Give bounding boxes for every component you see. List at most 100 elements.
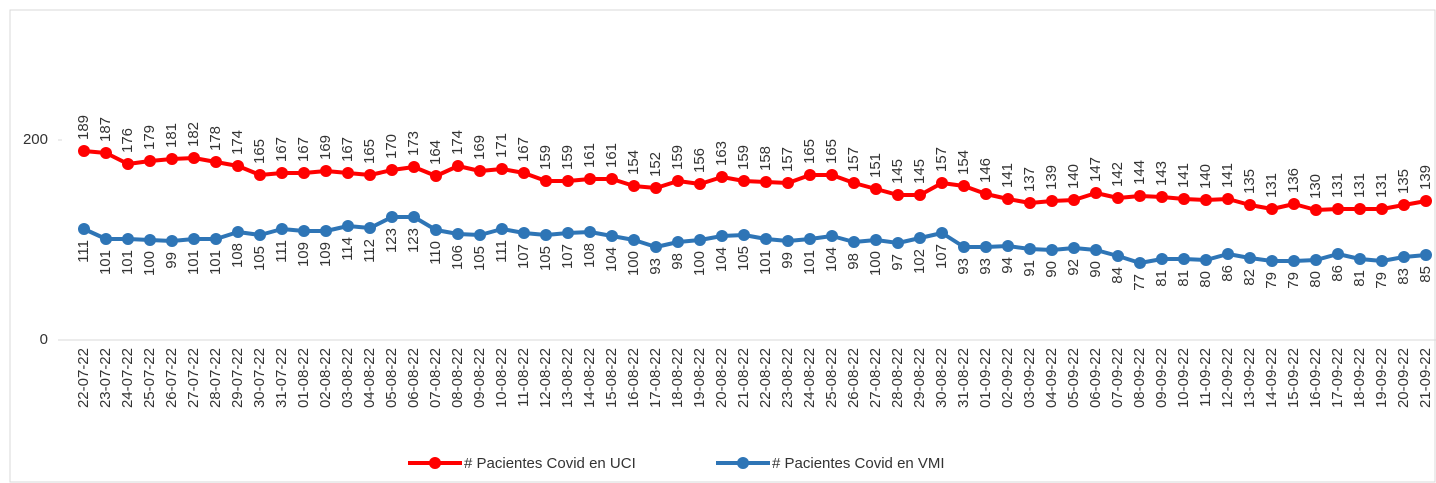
point (716, 171, 728, 183)
point (1090, 187, 1102, 199)
x-tick-label: 03-08-22 (339, 348, 356, 408)
point (1156, 253, 1168, 265)
x-tick-label: 04-09-22 (1043, 348, 1060, 408)
x-tick-label: 13-09-22 (1241, 348, 1258, 408)
point (1420, 195, 1432, 207)
x-tick-label: 31-07-22 (273, 348, 290, 408)
data-label: 159 (669, 145, 686, 170)
chart-frame (9, 9, 1436, 483)
data-label: 187 (97, 117, 114, 142)
point (188, 233, 200, 245)
data-label: 135 (1395, 169, 1412, 194)
x-tick-label: 26-07-22 (163, 348, 180, 408)
x-tick-label: 31-08-22 (955, 348, 972, 408)
x-tick-label: 03-09-22 (1021, 348, 1038, 408)
point (364, 222, 376, 234)
point (1112, 192, 1124, 204)
y-tick-label: 200 (23, 131, 48, 148)
point (694, 178, 706, 190)
point (1090, 244, 1102, 256)
x-tick-label: 08-09-22 (1131, 348, 1148, 408)
data-label: 137 (1021, 167, 1038, 192)
point (1288, 198, 1300, 210)
point (540, 229, 552, 241)
x-tick-label: 20-08-22 (713, 348, 730, 408)
data-label: 143 (1153, 161, 1170, 186)
point (276, 167, 288, 179)
data-label: 130 (1307, 174, 1324, 199)
data-label: 93 (955, 258, 972, 275)
data-label: 104 (823, 247, 840, 272)
point (474, 165, 486, 177)
data-label: 111 (273, 240, 290, 263)
data-label: 112 (361, 239, 378, 263)
data-label: 108 (581, 243, 598, 268)
data-label: 84 (1109, 267, 1126, 284)
point (342, 167, 354, 179)
x-tick-label: 12-09-22 (1219, 348, 1236, 408)
x-tick-label: 22-08-22 (757, 348, 774, 408)
point (584, 173, 596, 185)
legend-label: # Pacientes Covid en VMI (772, 455, 945, 472)
x-tick-label: 18-09-22 (1351, 348, 1368, 408)
x-tick-label: 07-09-22 (1109, 348, 1126, 408)
point (1398, 251, 1410, 263)
point (408, 211, 420, 223)
point (540, 175, 552, 187)
point (1068, 242, 1080, 254)
data-label: 86 (1219, 265, 1236, 282)
data-label: 107 (515, 244, 532, 269)
point (276, 223, 288, 235)
x-tick-label: 29-08-22 (911, 348, 928, 408)
data-label: 181 (163, 123, 180, 148)
x-tick-label: 15-08-22 (603, 348, 620, 408)
point (958, 241, 970, 253)
x-tick-label: 11-09-22 (1197, 348, 1214, 407)
point (980, 188, 992, 200)
x-tick-label: 15-09-22 (1285, 348, 1302, 408)
x-tick-label: 02-09-22 (999, 348, 1016, 408)
x-tick-label: 27-08-22 (867, 348, 884, 408)
data-label: 167 (295, 137, 312, 162)
point (782, 177, 794, 189)
point (1222, 248, 1234, 260)
point (760, 176, 772, 188)
point (78, 223, 90, 235)
point (914, 189, 926, 201)
point (1376, 203, 1388, 215)
point (78, 145, 90, 157)
point (1354, 203, 1366, 215)
x-tick-label: 25-08-22 (823, 348, 840, 408)
x-tick-label: 21-08-22 (735, 348, 752, 408)
data-label: 167 (273, 137, 290, 162)
x-tick-label: 26-08-22 (845, 348, 862, 408)
data-label: 139 (1043, 165, 1060, 190)
data-label: 165 (361, 139, 378, 164)
data-label: 100 (691, 251, 708, 276)
data-label: 79 (1285, 272, 1302, 289)
point (210, 233, 222, 245)
x-tick-label: 17-09-22 (1329, 348, 1346, 408)
data-label: 86 (1329, 265, 1346, 282)
point (738, 229, 750, 241)
data-label: 167 (339, 137, 356, 162)
data-label: 101 (801, 250, 818, 275)
x-tick-label: 19-08-22 (691, 348, 708, 408)
data-label: 156 (691, 148, 708, 173)
point (870, 234, 882, 246)
point (1376, 255, 1388, 267)
data-label: 97 (889, 254, 906, 271)
point (1046, 195, 1058, 207)
point (1222, 193, 1234, 205)
point (408, 161, 420, 173)
data-label: 107 (559, 244, 576, 269)
x-tick-label: 23-08-22 (779, 348, 796, 408)
point (254, 229, 266, 241)
point (1178, 193, 1190, 205)
x-tick-label: 29-07-22 (229, 348, 246, 408)
x-tick-label: 13-08-22 (559, 348, 576, 408)
point (738, 175, 750, 187)
x-tick-label: 14-09-22 (1263, 348, 1280, 408)
data-label: 131 (1351, 173, 1368, 198)
data-label: 101 (207, 250, 224, 275)
